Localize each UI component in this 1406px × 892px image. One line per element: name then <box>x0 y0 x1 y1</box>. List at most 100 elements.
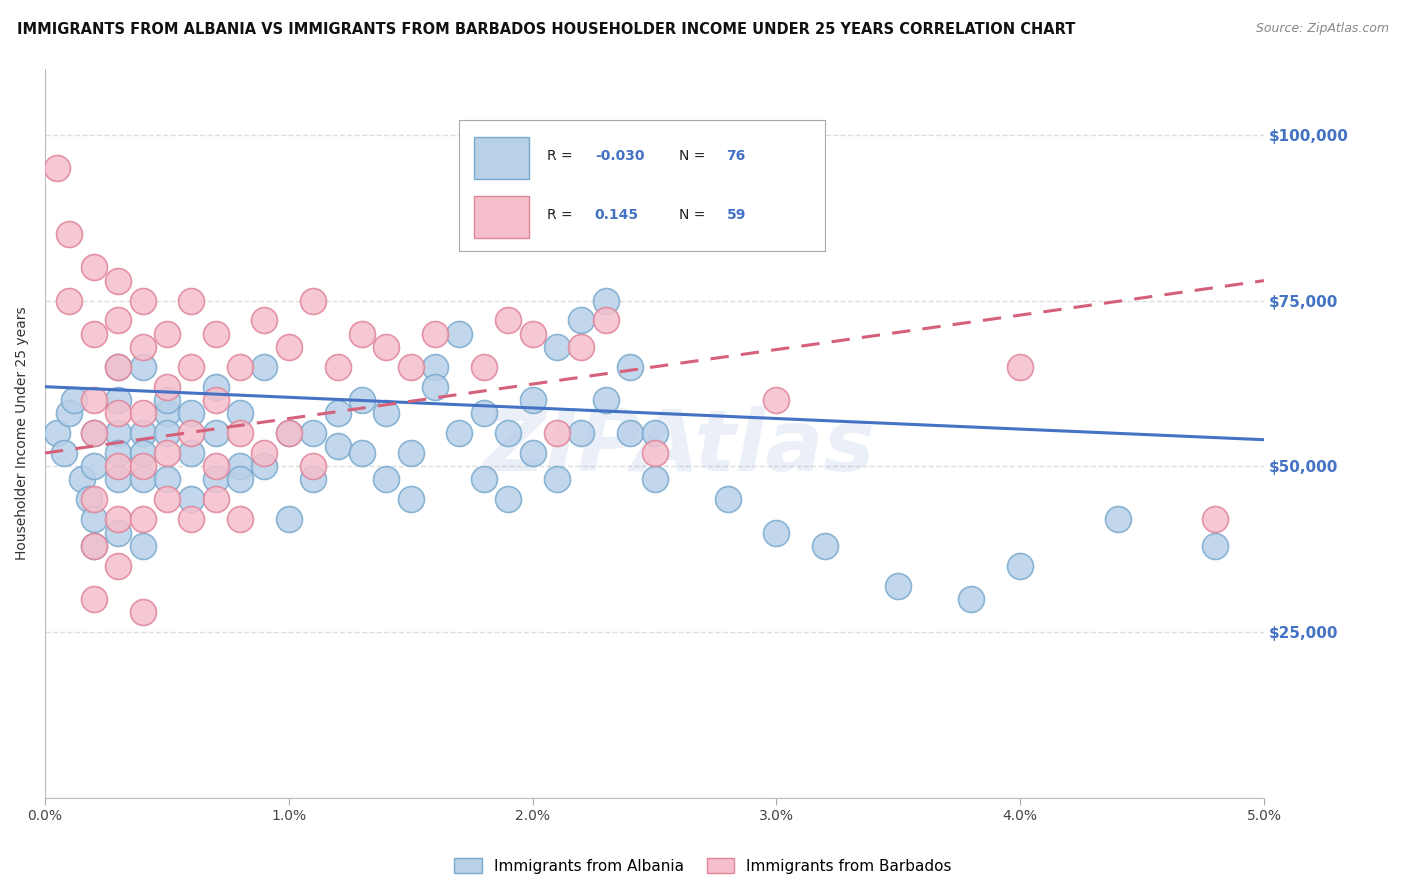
Point <box>107 313 129 327</box>
Point <box>326 439 349 453</box>
Point <box>180 446 202 460</box>
Point <box>277 426 299 441</box>
Point <box>595 392 617 407</box>
Point <box>131 473 153 487</box>
Point <box>229 473 252 487</box>
Point <box>180 359 202 374</box>
Point <box>399 446 422 460</box>
Point <box>131 446 153 460</box>
Point <box>619 359 641 374</box>
Legend: Immigrants from Albania, Immigrants from Barbados: Immigrants from Albania, Immigrants from… <box>449 852 957 880</box>
Point <box>204 473 226 487</box>
Point <box>180 406 202 420</box>
Point <box>595 313 617 327</box>
Point <box>522 326 544 341</box>
Text: ZIPAtlas: ZIPAtlas <box>484 406 875 489</box>
Point <box>180 512 202 526</box>
Point <box>644 426 666 441</box>
Point <box>156 392 179 407</box>
Point <box>77 492 100 507</box>
Point <box>522 446 544 460</box>
Point <box>472 473 495 487</box>
Point <box>277 512 299 526</box>
Point <box>156 380 179 394</box>
Point <box>156 426 179 441</box>
Point <box>449 326 471 341</box>
Point <box>131 605 153 619</box>
Point <box>229 459 252 474</box>
Point <box>571 340 593 354</box>
Point <box>156 473 179 487</box>
Point <box>350 446 373 460</box>
Point <box>107 392 129 407</box>
Point <box>131 539 153 553</box>
Point <box>449 426 471 441</box>
Point <box>46 426 69 441</box>
Point <box>58 227 80 242</box>
Point <box>229 512 252 526</box>
Point <box>229 359 252 374</box>
Point <box>107 274 129 288</box>
Point <box>107 426 129 441</box>
Point <box>107 359 129 374</box>
Point <box>107 473 129 487</box>
Point <box>204 492 226 507</box>
Point <box>472 359 495 374</box>
Point <box>83 539 105 553</box>
Text: IMMIGRANTS FROM ALBANIA VS IMMIGRANTS FROM BARBADOS HOUSEHOLDER INCOME UNDER 25 : IMMIGRANTS FROM ALBANIA VS IMMIGRANTS FR… <box>17 22 1076 37</box>
Point <box>960 591 983 606</box>
Point <box>350 392 373 407</box>
Point <box>107 512 129 526</box>
Point <box>58 293 80 308</box>
Point <box>496 492 519 507</box>
Point <box>83 512 105 526</box>
Y-axis label: Householder Income Under 25 years: Householder Income Under 25 years <box>15 306 30 560</box>
Point <box>277 340 299 354</box>
Point <box>546 426 568 441</box>
Text: Source: ZipAtlas.com: Source: ZipAtlas.com <box>1256 22 1389 36</box>
Point <box>1204 539 1226 553</box>
Point <box>46 161 69 175</box>
Point <box>375 406 398 420</box>
Point <box>83 591 105 606</box>
Point <box>70 473 93 487</box>
Point <box>253 359 276 374</box>
Point <box>107 406 129 420</box>
Point <box>83 539 105 553</box>
Point <box>1010 359 1032 374</box>
Point <box>571 313 593 327</box>
Point <box>131 459 153 474</box>
Point <box>204 426 226 441</box>
Point <box>399 359 422 374</box>
Point <box>375 473 398 487</box>
Point <box>180 426 202 441</box>
Point <box>83 426 105 441</box>
Point <box>131 359 153 374</box>
Point <box>83 492 105 507</box>
Point <box>107 558 129 573</box>
Point <box>277 426 299 441</box>
Point <box>107 359 129 374</box>
Point <box>107 446 129 460</box>
Point <box>131 426 153 441</box>
Point <box>522 392 544 407</box>
Point <box>156 326 179 341</box>
Point <box>253 313 276 327</box>
Point <box>83 260 105 275</box>
Point <box>131 340 153 354</box>
Point <box>399 492 422 507</box>
Point <box>423 380 446 394</box>
Point <box>375 340 398 354</box>
Point <box>253 446 276 460</box>
Point <box>423 326 446 341</box>
Point <box>83 459 105 474</box>
Point <box>1204 512 1226 526</box>
Point <box>546 473 568 487</box>
Point <box>156 492 179 507</box>
Point <box>326 359 349 374</box>
Point <box>83 392 105 407</box>
Point <box>302 426 325 441</box>
Point <box>253 459 276 474</box>
Point <box>229 426 252 441</box>
Point <box>204 392 226 407</box>
